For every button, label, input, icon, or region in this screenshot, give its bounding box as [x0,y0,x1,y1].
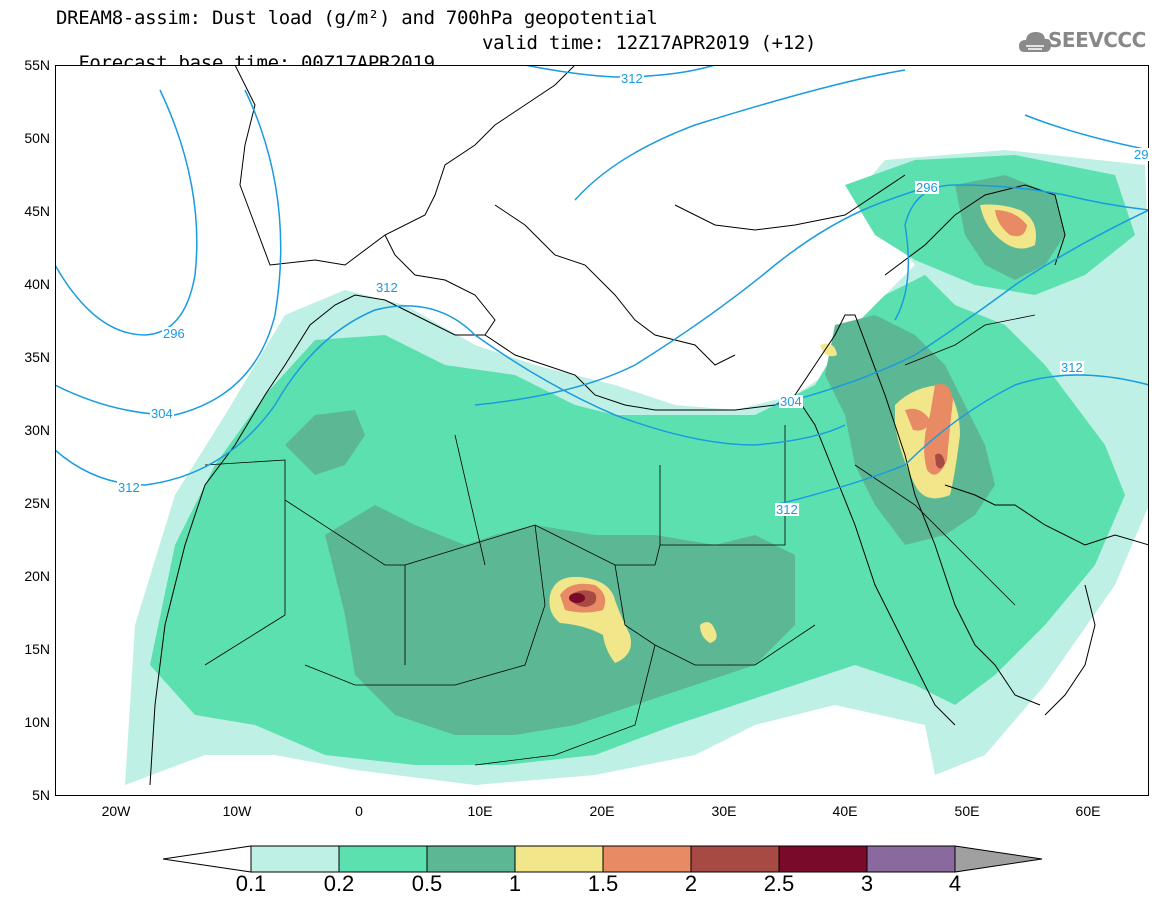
contour-label: 304 [779,394,803,409]
contour-312-central [574,69,906,201]
lat-label: 10N [24,714,50,730]
colorbar-box [250,845,340,873]
contour-29-ne [1024,114,1149,151]
contour-label: 312 [620,71,644,86]
contour-304-west [55,89,282,416]
colorbar-box [514,845,604,873]
lat-label: 55N [24,57,50,73]
contour-label: 312 [775,502,799,517]
contour-label: 296 [915,180,939,195]
cloud-icon [1019,32,1051,52]
colorbar-tick: 2 [684,871,698,896]
contour-296-east [894,184,1149,321]
colorbar-tick: 1.5 [587,871,619,896]
colorbar-box [866,845,956,873]
contour-312-north [524,65,716,78]
lon-label: 10E [467,803,493,819]
colorbar [163,845,1043,873]
lat-label: 40N [24,276,50,292]
colorbar-box [778,845,868,873]
valid-time-text: valid time: 12Z17APR2019 (+12) [482,32,817,54]
colorbar-boxes [250,845,956,873]
lon-label: 20E [589,803,615,819]
dust-hotspot-maroon [569,593,585,603]
country-borders [204,314,1036,766]
lon-label: 0 [355,803,363,819]
colorbar-max-arrow [954,845,1043,873]
lat-label: 35N [24,349,50,365]
contour-label: 312 [117,480,141,495]
colorbar-box [690,845,780,873]
contour-296-west [55,89,198,336]
colorbar-box [338,845,428,873]
colorbar-box [426,845,516,873]
lon-label: 10W [222,803,252,819]
contour-312-west [55,305,846,486]
lat-label: 5N [32,787,50,803]
colorbar-min-arrow [163,845,252,873]
colorbar-tick: 0.5 [411,871,443,896]
lat-label: 50N [24,130,50,146]
lat-label: 20N [24,568,50,584]
colorbar-tick: 2.5 [763,871,795,896]
lon-label: 60E [1075,803,1101,819]
contour-304-east [774,209,1149,406]
coastlines [149,65,1149,786]
colorbar-tick: 4 [948,871,962,896]
lon-label: 50E [954,803,980,819]
colorbar-tick: 1 [508,871,522,896]
contour-label: 29 [1133,147,1150,162]
lon-label: 40E [832,803,858,819]
lat-label: 30N [24,422,50,438]
lon-label: 20W [101,803,131,819]
contour-label: 312 [375,280,399,295]
colorbar-tick: 0.2 [323,871,355,896]
lat-label: 45N [24,203,50,219]
contour-304-central [474,184,936,406]
lat-label: 25N [24,495,50,511]
colorbar-box [602,845,692,873]
contour-label: 312 [1060,360,1084,375]
dust-hotspot-orange [560,210,1027,613]
geopotential-contours [55,65,1149,506]
lat-label: 15N [24,641,50,657]
map-title: DREAM8-assim: Dust load (g/m²) and 700hP… [56,7,658,29]
logo-text: SEEVCCC [1048,28,1146,52]
lon-label: 30E [711,803,737,819]
contour-312-east [774,374,1149,506]
map-canvas [55,65,1149,786]
contour-label: 304 [150,406,174,421]
colorbar-tick: 3 [860,871,874,896]
contour-label: 296 [162,326,186,341]
dust-map [55,65,1149,796]
colorbar-tick: 0.1 [235,871,267,896]
